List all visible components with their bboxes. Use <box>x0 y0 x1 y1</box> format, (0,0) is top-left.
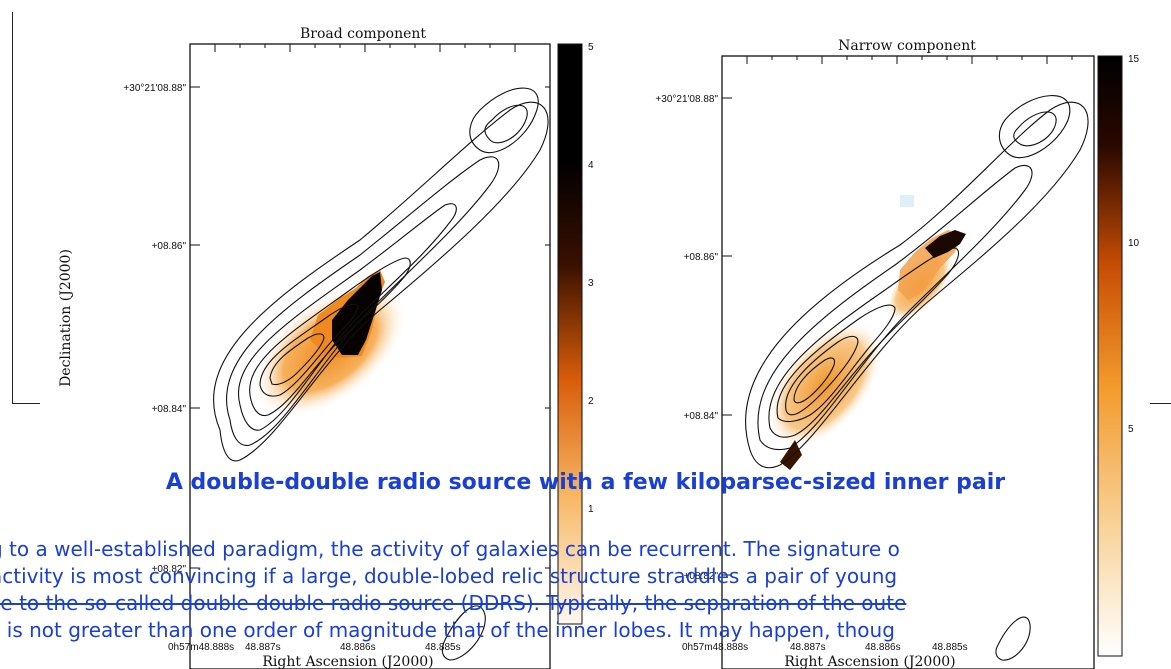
dec-axis-label: Declination (J2000) <box>58 249 74 387</box>
top-ticks <box>746 56 1073 64</box>
dec-tick-label: +30°21'08.88" <box>123 83 186 94</box>
noise-pixel <box>900 195 914 207</box>
frame-line-bottom-right <box>1150 403 1171 404</box>
ra-tick-label: 48.886s <box>865 642 901 653</box>
colorbar-tick: 15 <box>1128 54 1140 65</box>
colorbar-tick: 5 <box>1128 424 1134 435</box>
emission-core <box>332 272 382 355</box>
dec-tick-label: +08.84" <box>684 411 719 422</box>
ra-tick-label: 48.885s <box>932 642 968 653</box>
colorbar-tick: 2 <box>588 396 594 407</box>
ra-tick-label: 48.887s <box>790 642 826 653</box>
ra-tick-label: 48.885s <box>425 642 461 653</box>
dec-tick-label: +08.82" <box>684 571 719 582</box>
article-headline: A double-double radio source with a few … <box>165 470 1006 495</box>
dec-tick-label: +08.84" <box>152 404 187 415</box>
contour-lines <box>745 95 1089 661</box>
colorbar-tick: 1 <box>588 504 594 515</box>
dec-tick-label: +08.86" <box>152 241 187 252</box>
ra-tick-label: 48.887s <box>245 642 281 653</box>
article-paragraph: g to a well-established paradigm, the ac… <box>0 536 1171 644</box>
top-ticks <box>214 44 516 52</box>
ra-tick-label: 0h57m48.888s <box>168 642 234 653</box>
article-line: s is not greater than one order of magni… <box>0 618 895 642</box>
ra-axis-label: Right Ascension (J2000) <box>262 654 433 669</box>
article-line: g to a well-established paradigm, the ac… <box>0 537 900 561</box>
dec-tick-label: +08.86" <box>684 252 719 263</box>
plot-frame <box>721 55 1095 669</box>
left-ticks <box>190 86 550 569</box>
colorbar-tick: 10 <box>1128 238 1140 249</box>
colorbar-tick: 3 <box>588 278 594 289</box>
frame-line-bottom-left <box>12 403 40 404</box>
emission-core <box>925 230 966 258</box>
broad-component-figure: Broad component <box>58 26 594 669</box>
narrow-component-panel: Narrow component <box>610 0 1171 669</box>
article-line: activity is most convincing if a large, … <box>0 564 898 588</box>
ra-tick-label: 0h57m48.888s <box>682 642 748 653</box>
dec-tick-label: +30°21'08.88" <box>655 94 718 105</box>
article-line: se to the so-called double-double radio … <box>0 591 907 615</box>
ra-axis-label: Right Ascension (J2000) <box>784 654 955 669</box>
broad-component-panel: Broad component <box>40 0 610 669</box>
dec-tick-label: +08.82" <box>152 564 187 575</box>
frame-line-left <box>12 12 13 404</box>
panel-title: Narrow component <box>838 38 976 54</box>
contour-lines <box>213 87 549 661</box>
panel-title: Broad component <box>300 26 426 42</box>
ra-tick-label: 48.886s <box>340 642 376 653</box>
narrow-component-figure: Narrow component <box>655 38 1140 669</box>
left-ticks <box>722 97 732 576</box>
colorbar <box>557 43 583 625</box>
colorbar-tick: 4 <box>588 160 594 171</box>
plot-frame <box>189 43 551 669</box>
colorbar <box>1097 55 1123 657</box>
colorbar-tick: 5 <box>588 42 594 53</box>
emission-glow <box>767 321 883 449</box>
emission-knot <box>780 440 802 470</box>
